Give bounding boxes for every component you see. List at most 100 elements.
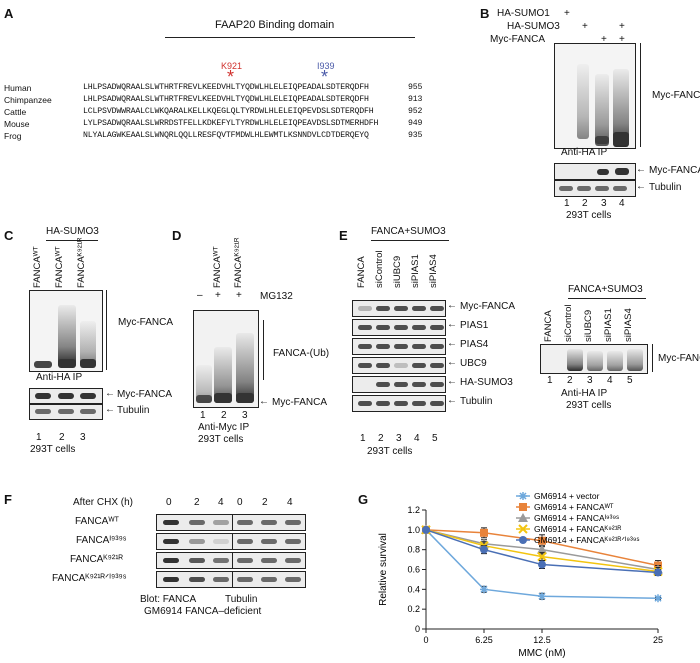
row-label: FANCAᵂᵀ <box>75 516 119 527</box>
data-point <box>480 545 488 554</box>
lane-number: 4 <box>414 433 420 444</box>
x-tick-label: 6.25 <box>475 635 493 645</box>
data-point <box>518 524 528 534</box>
i939-label: I939 <box>317 61 335 71</box>
sequence-position: 913 <box>408 95 423 104</box>
column-label: FANCAᵂᵀ <box>32 246 43 288</box>
data-point <box>519 536 527 544</box>
column-label: FANCAᵂᵀ <box>212 246 223 288</box>
band <box>358 325 372 330</box>
panel-g-letter: G <box>358 492 369 507</box>
lane-number: 3 <box>80 432 86 443</box>
fanca-blot <box>156 514 234 531</box>
data-point <box>654 568 662 577</box>
timepoint: 4 <box>287 497 293 508</box>
column-label: siControl <box>563 304 574 343</box>
y-tick-label: 1.2 <box>407 505 420 515</box>
band <box>189 558 205 563</box>
species-label: Mouse <box>4 119 30 129</box>
y-tick-label: 0.6 <box>407 565 420 575</box>
panel-d-ub-bracket <box>263 320 264 380</box>
lane-number: 1 <box>360 433 366 444</box>
band <box>412 306 426 311</box>
panel-f-blot-label: Blot: FANCA <box>140 594 197 605</box>
panel-b-ip-label: Anti-HA IP <box>561 147 608 158</box>
panel-d-myc-arrow: ← <box>259 396 269 407</box>
sequence-text: LYLPSADWQRAALSLWRRDSTFELLKDKEFYLTYRDWLHL… <box>83 119 379 128</box>
panel-d-ip-label: Anti-Myc IP <box>198 422 250 433</box>
band <box>163 520 179 525</box>
lane-number: 5 <box>432 433 438 444</box>
band <box>189 520 205 525</box>
species-label: Cattle <box>4 107 27 117</box>
panel-e-right-label: Myc-FANCA <box>658 353 700 364</box>
panel-e-right-ip: Anti-HA IP <box>561 388 608 399</box>
lane-number: 4 <box>607 375 613 386</box>
panel-d-cells: 293T cells <box>198 434 244 445</box>
data-point <box>654 594 662 603</box>
band <box>358 401 372 406</box>
data-point <box>422 525 430 534</box>
x-tick-label: 0 <box>423 635 428 645</box>
transfection-label: HA-SUMO1 <box>497 8 550 19</box>
panel-c-row1-arrow: ← <box>105 388 115 399</box>
timepoint: 0 <box>237 497 243 508</box>
band <box>412 363 426 368</box>
panel-e-header: FANCA+SUMO3 <box>371 226 446 237</box>
timepoint: 0 <box>166 497 172 508</box>
transfection-mark: + <box>601 34 607 45</box>
panel-e-right-blot <box>540 344 648 374</box>
panel-c-letter: C <box>4 228 14 243</box>
legend-label: GM6914 + FANCAᴷ⁹²¹ᴿ <box>534 524 622 534</box>
panel-b-tubulin-blot <box>554 180 636 197</box>
fanca-blot <box>156 552 234 569</box>
row-arrow: ← <box>447 338 457 349</box>
data-point <box>537 544 547 554</box>
lane-number: 4 <box>619 198 625 209</box>
faap20-domain-title: FAAP20 Binding domain <box>215 19 335 31</box>
panel-c-smear-label: Myc-FANCA <box>118 317 173 328</box>
band <box>394 306 408 311</box>
panel-d-ub-label: FANCA-(Ub) <box>273 348 330 359</box>
fanca-blot <box>156 571 234 588</box>
lane-number: 2 <box>582 198 588 209</box>
series-line <box>425 529 659 571</box>
y-tick-label: 0 <box>415 624 420 634</box>
timepoint: 2 <box>194 497 200 508</box>
panel-d-myc-label: Myc-FANCA <box>272 397 327 408</box>
panel-b-row2-arrow: ← <box>636 181 646 192</box>
y-tick-label: 0.2 <box>407 604 420 614</box>
band <box>237 577 253 582</box>
band <box>285 520 301 525</box>
i939-asterisk-icon: * <box>321 67 329 87</box>
lane-number: 3 <box>601 198 607 209</box>
band <box>430 363 444 368</box>
band <box>376 363 390 368</box>
data-point <box>519 503 527 511</box>
panel-d-letter: D <box>172 228 182 243</box>
band <box>394 363 408 368</box>
band <box>285 539 301 544</box>
series-line <box>425 529 659 573</box>
row-label: Myc-FANCA <box>460 301 515 312</box>
lane-number: 2 <box>221 410 227 421</box>
panel-c-cells: 293T cells <box>30 444 76 455</box>
transfection-mark: + <box>582 21 588 32</box>
band <box>430 306 444 311</box>
column-label: – <box>197 290 203 301</box>
band <box>237 520 253 525</box>
data-point <box>480 585 488 594</box>
lane-number: 1 <box>564 198 570 209</box>
row-label: Tubulin <box>460 396 493 407</box>
band <box>394 382 408 387</box>
species-label: Frog <box>4 131 22 141</box>
data-point <box>519 492 527 500</box>
lane-number: 1 <box>36 432 42 443</box>
column-label: siUBC9 <box>583 309 594 342</box>
column-label: siPIAS4 <box>623 308 634 342</box>
transfection-mark: + <box>619 21 625 32</box>
transfection-label: HA-SUMO3 <box>507 21 560 32</box>
panel-e-right-header: FANCA+SUMO3 <box>568 284 643 295</box>
panel-c-row1-label: Myc-FANCA <box>117 389 172 400</box>
sequence-text: LCLPSVDWWRAALCLWKQARALKELLKQEGLQLTYRDWLH… <box>83 107 374 116</box>
